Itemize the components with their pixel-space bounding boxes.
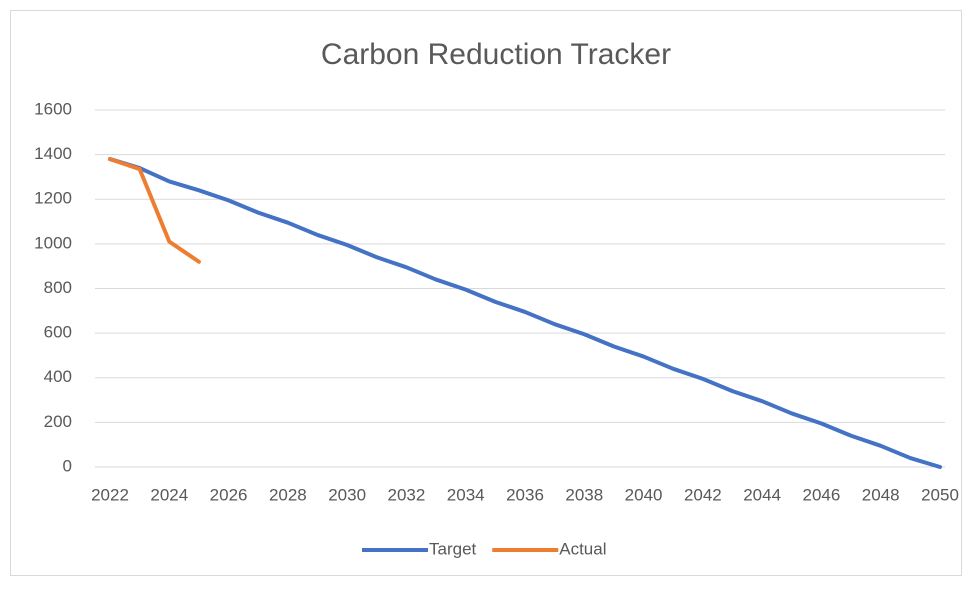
x-tick-label: 2044 [743,485,781,504]
y-tick-label: 1000 [34,233,72,252]
series-line [108,157,942,469]
y-tick-label: 1200 [34,189,72,208]
x-tick-label: 2042 [684,485,722,504]
chart-frame [10,10,962,576]
y-tick-label: 800 [44,278,72,297]
y-tick-label: 1600 [34,99,72,118]
y-tick-label: 0 [63,456,72,475]
x-tick-label: 2032 [388,485,426,504]
x-tick-label: 2028 [269,485,307,504]
x-tick-label: 2034 [447,485,485,504]
y-tick-label: 600 [44,323,72,342]
x-tick-label: 2024 [150,485,188,504]
x-tick-label: 2030 [328,485,366,504]
y-tick-label: 200 [44,412,72,431]
x-tick-label: 2050 [921,485,959,504]
legend-label: Actual [559,539,606,558]
series-line [108,157,201,264]
x-tick-label: 2038 [565,485,603,504]
legend-label: Target [429,539,477,558]
x-tick-label: 2026 [210,485,248,504]
x-tick-label: 2036 [506,485,544,504]
chart-title: Carbon Reduction Tracker [321,38,671,71]
x-tick-label: 2040 [625,485,663,504]
y-tick-label: 1400 [34,144,72,163]
x-tick-label: 2048 [862,485,900,504]
x-tick-label: 2022 [91,485,129,504]
y-tick-label: 400 [44,367,72,386]
x-tick-label: 2046 [803,485,841,504]
